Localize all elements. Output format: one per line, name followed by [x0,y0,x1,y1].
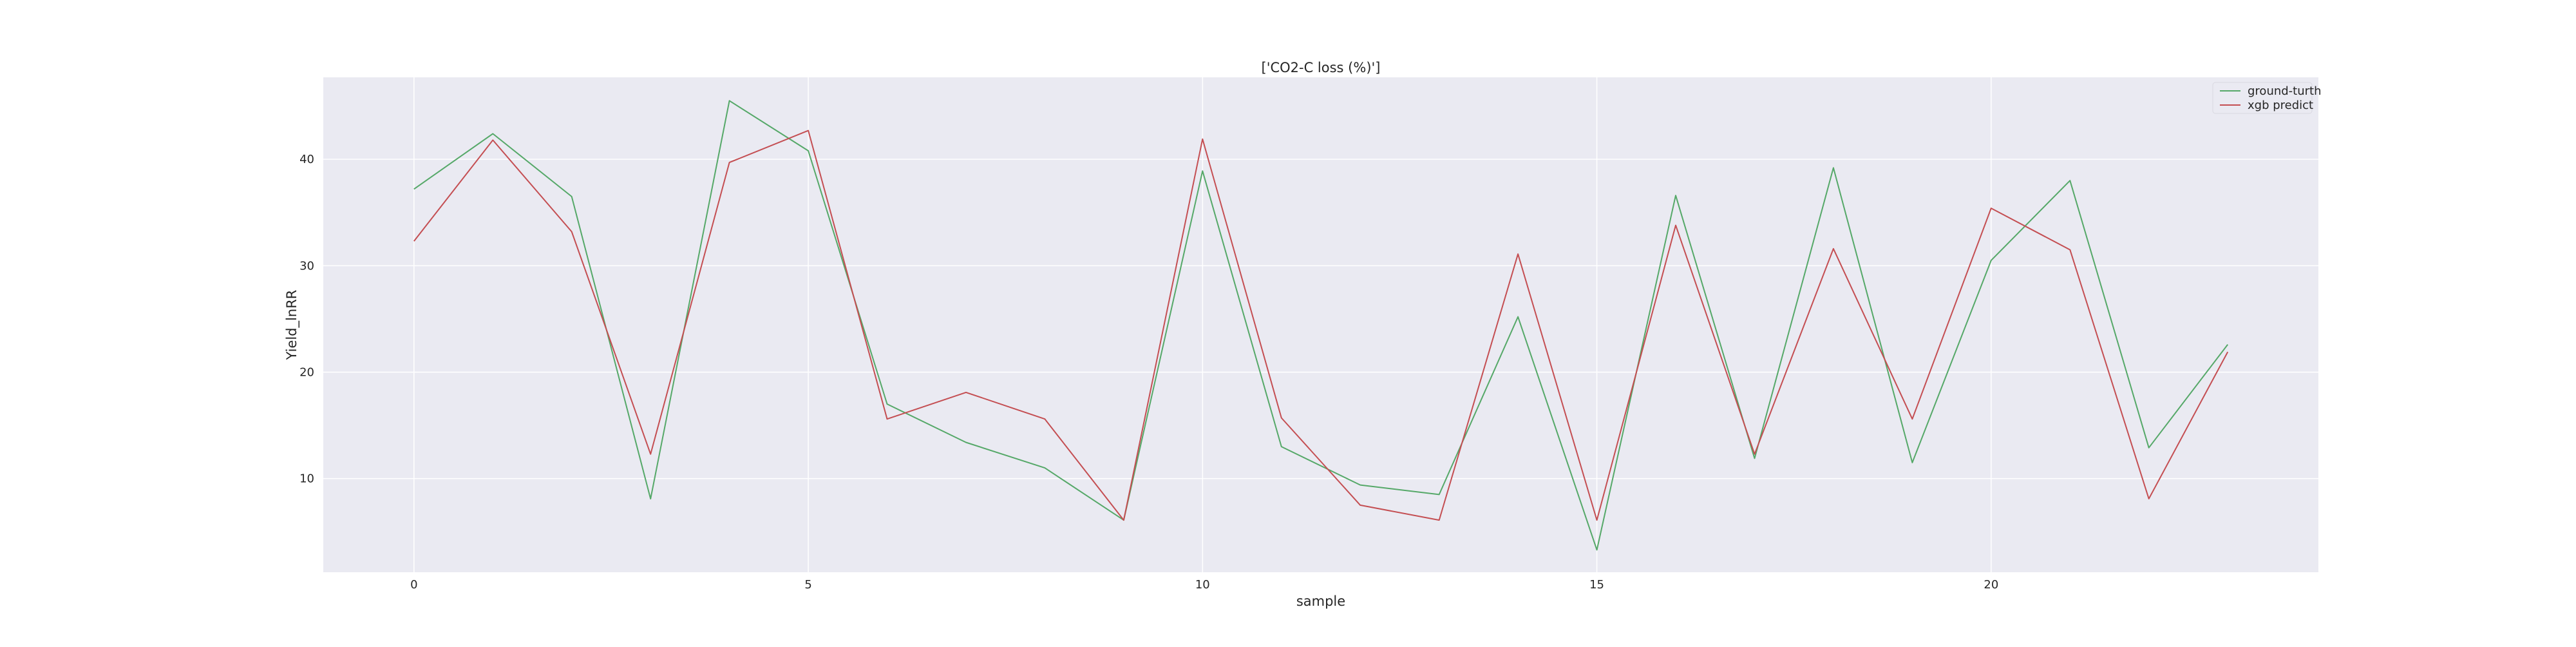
y-tick-label: 20 [299,365,314,379]
legend-label-xgb-predict: xgb predict [2248,99,2313,112]
series-line-ground-turth [413,100,2228,551]
y-tick-label: 10 [299,472,314,486]
x-tick-label: 10 [1195,578,1210,592]
series-line-xgb-predict [413,130,2229,521]
series-lines [413,100,2229,551]
legend-label-ground-turth: ground-turth [2248,84,2322,98]
plot-area [323,77,2318,572]
x-tick-label: 0 [410,578,417,592]
y-tick-labels: 10 20 30 40 [299,153,314,485]
legend: ground-turth xgb predict [2212,82,2322,114]
chart-title: ['CO2-C loss (%)'] [1262,60,1381,75]
y-tick-label: 40 [299,153,314,166]
x-tick-label: 20 [1984,578,1998,592]
y-axis-label: Yield_lnRR [284,290,300,361]
y-tick-label: 30 [299,259,314,273]
x-tick-labels: 0 5 10 15 20 [410,578,1998,592]
x-tick-label: 5 [804,578,811,592]
grid-lines [323,77,2318,572]
x-axis-label: sample [1296,594,1345,609]
x-tick-label: 15 [1589,578,1604,592]
